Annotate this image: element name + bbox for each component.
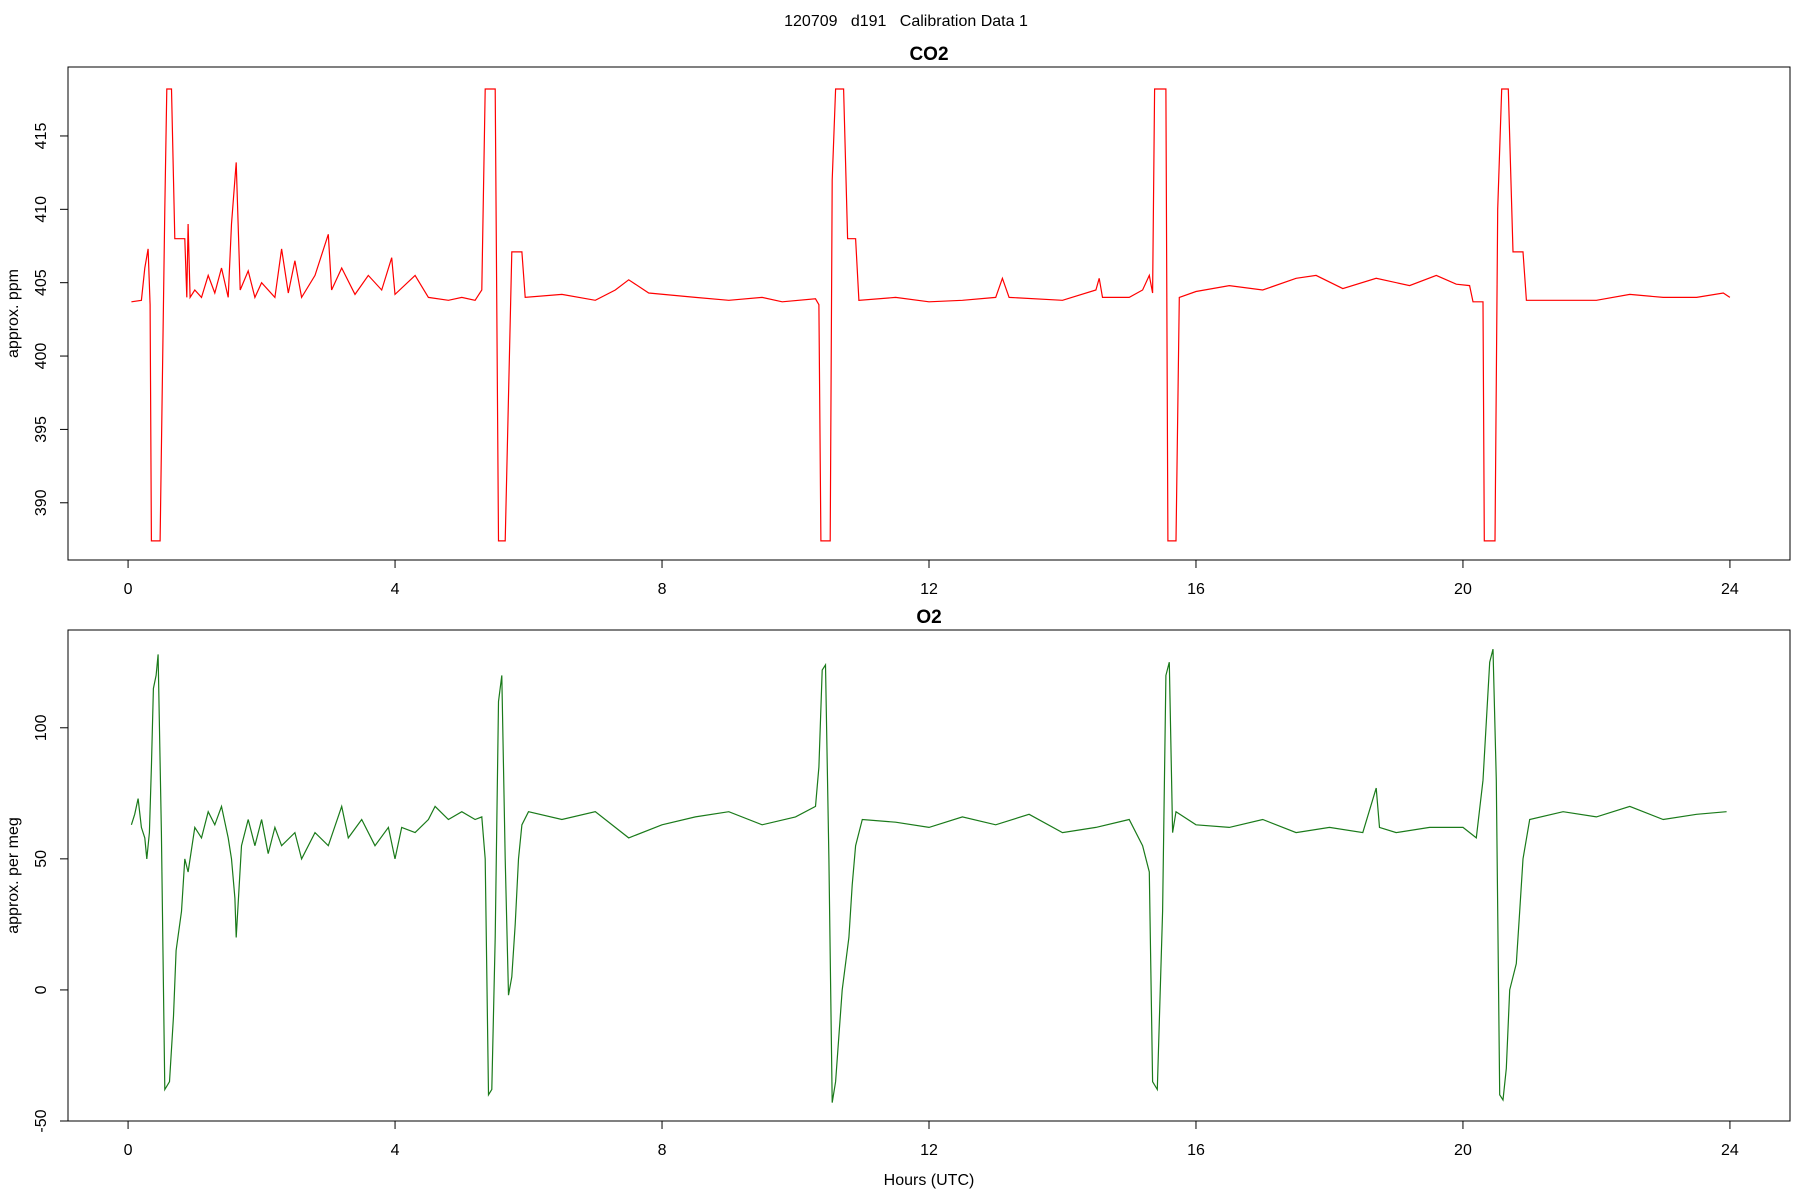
x-tick-label: 24 xyxy=(1721,581,1739,598)
y-tick-label: 100 xyxy=(33,714,50,741)
x-tick-label: 8 xyxy=(658,1142,667,1159)
y-tick-label: -50 xyxy=(33,1109,50,1132)
x-tick-label: 20 xyxy=(1454,581,1472,598)
x-tick-label: 0 xyxy=(124,581,133,598)
y-tick-label: 50 xyxy=(33,850,50,868)
y-axis-label: approx. per meg xyxy=(5,817,22,934)
y-tick-label: 415 xyxy=(33,123,50,150)
y-tick-label: 395 xyxy=(33,416,50,443)
x-tick-label: 4 xyxy=(391,581,400,598)
x-tick-label: 0 xyxy=(124,1142,133,1159)
x-axis-label: Hours (UTC) xyxy=(884,1172,975,1189)
x-tick-label: 12 xyxy=(920,1142,938,1159)
y-tick-label: 390 xyxy=(33,489,50,516)
plot-title: O2 xyxy=(916,607,941,628)
plot-box xyxy=(67,629,1791,1122)
plot-box xyxy=(67,66,1791,561)
x-tick-label: 20 xyxy=(1454,1142,1472,1159)
x-tick-label: 24 xyxy=(1721,1142,1739,1159)
x-tick-label: 8 xyxy=(658,581,667,598)
x-tick-label: 4 xyxy=(391,1142,400,1159)
x-tick-label: 12 xyxy=(920,581,938,598)
data-line xyxy=(130,648,1727,1103)
y-tick-label: 410 xyxy=(33,196,50,223)
x-tick-label: 16 xyxy=(1187,581,1205,598)
y-tick-label: 0 xyxy=(33,985,50,994)
y-tick-label: 400 xyxy=(33,343,50,370)
y-axis-label: approx. ppm xyxy=(5,269,22,358)
data-line xyxy=(131,88,1731,542)
figure-title: 120709 d191 Calibration Data 1 xyxy=(784,13,1028,30)
plot-title: CO2 xyxy=(909,44,948,65)
x-tick-label: 16 xyxy=(1187,1142,1205,1159)
y-tick-label: 405 xyxy=(33,269,50,296)
